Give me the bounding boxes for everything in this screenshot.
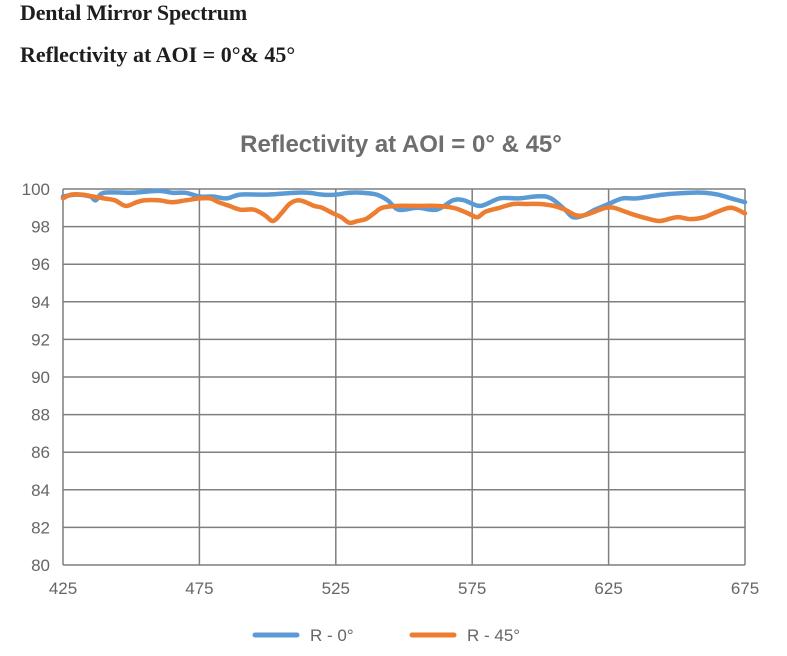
y-axis-ticks: 80 82 84 86 88 90 92 94 96 98 100	[22, 180, 50, 575]
y-tick-label: 88	[31, 406, 50, 425]
x-tick-label: 475	[185, 579, 213, 598]
chart-series	[60, 188, 748, 226]
y-tick-label: 84	[31, 481, 50, 500]
y-tick-label: 90	[31, 368, 50, 387]
legend-label-r0: R - 0°	[310, 626, 354, 645]
chart-grid	[62, 188, 746, 566]
x-tick-label: 525	[322, 579, 350, 598]
y-tick-label: 98	[31, 218, 50, 237]
x-axis-ticks: 425 475 525 575 625 675	[49, 579, 759, 598]
y-tick-label: 82	[31, 518, 50, 537]
y-tick-label: 92	[31, 330, 50, 349]
y-tick-label: 80	[31, 556, 50, 575]
x-tick-label: 625	[594, 579, 622, 598]
x-tick-label: 675	[731, 579, 759, 598]
y-tick-label: 86	[31, 443, 50, 462]
series-line-r0	[60, 188, 748, 220]
document-subtitle: Reflectivity at AOI = 0°& 45°	[20, 42, 296, 67]
y-tick-label: 100	[22, 180, 50, 199]
chart-title: Reflectivity at AOI = 0° & 45°	[240, 131, 562, 158]
series-line-r45	[60, 192, 748, 226]
document-title: Dental Mirror Spectrum	[20, 0, 247, 25]
chart-legend: R - 0° R - 45°	[252, 626, 520, 645]
y-tick-label: 96	[31, 255, 50, 274]
x-tick-label: 425	[49, 579, 77, 598]
x-tick-label: 575	[458, 579, 486, 598]
y-tick-label: 94	[31, 293, 50, 312]
legend-label-r45: R - 45°	[467, 626, 520, 645]
